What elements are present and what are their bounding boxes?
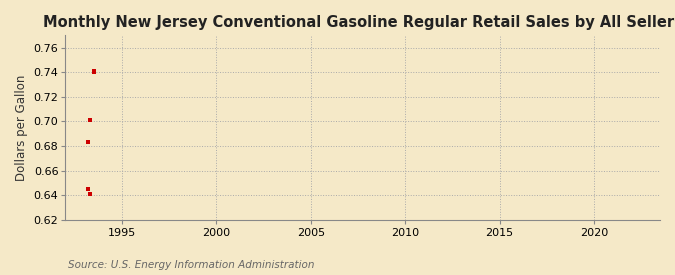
Y-axis label: Dollars per Gallon: Dollars per Gallon xyxy=(15,74,28,181)
Title: Monthly New Jersey Conventional Gasoline Regular Retail Sales by All Sellers: Monthly New Jersey Conventional Gasoline… xyxy=(43,15,675,30)
Text: Source: U.S. Energy Information Administration: Source: U.S. Energy Information Administ… xyxy=(68,260,314,270)
